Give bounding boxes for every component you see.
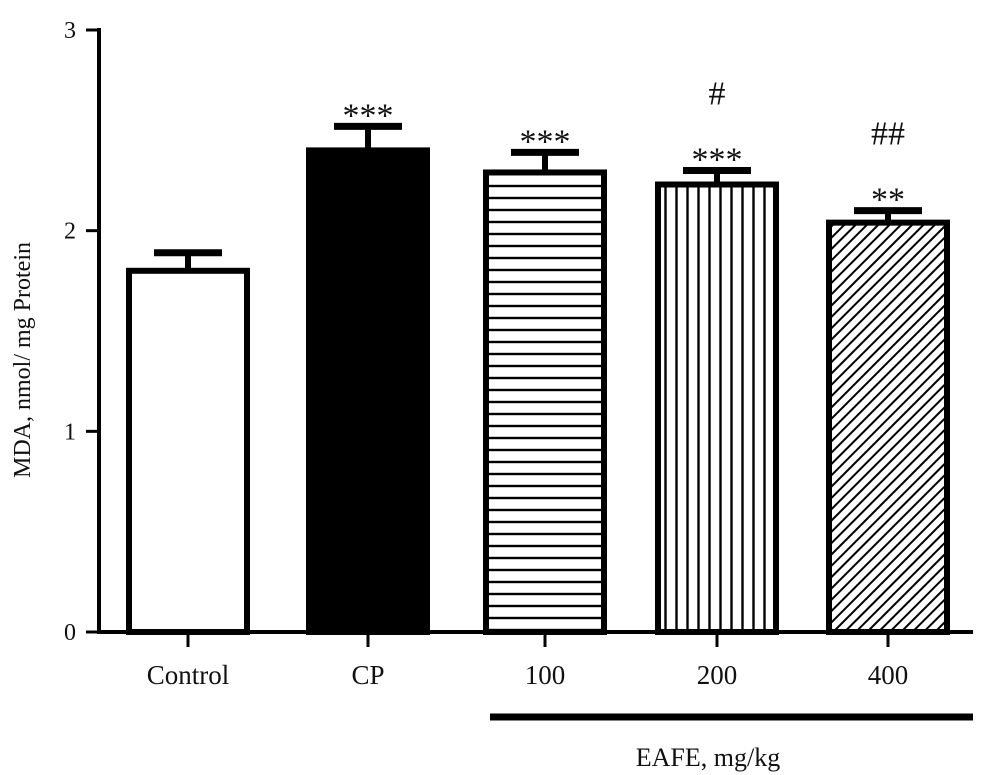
x-tick-label: Control: [147, 660, 230, 690]
error-bar: [511, 148, 579, 173]
bar-400: [826, 219, 950, 635]
error-bar: [154, 249, 222, 271]
error-bar: [334, 122, 402, 151]
significance-marker: #: [709, 75, 726, 112]
x-ticks: Control CP 100 200 400: [147, 632, 909, 690]
y-tick-label: 2: [64, 219, 76, 245]
x-tick-label: 100: [525, 660, 566, 690]
y-tick-label: 0: [64, 620, 76, 646]
group-label: EAFE, mg/kg: [636, 743, 780, 772]
significance-marker: ***: [692, 141, 743, 178]
significance-marker: **: [871, 182, 905, 219]
y-axis: 0 1 2 3 MDA, nmol/ mg Protein: [10, 18, 101, 646]
error-bar: [683, 166, 751, 185]
y-ticks: 0 1 2 3: [64, 18, 99, 646]
significance-marker: ***: [343, 97, 394, 134]
significance-annotations: *** *** *** # ** ##: [343, 75, 906, 218]
bars: [126, 147, 950, 635]
y-axis-title: MDA, nmol/ mg Protein: [10, 242, 36, 478]
y-tick-label: 1: [64, 419, 76, 445]
bar-cp: [306, 147, 430, 635]
group-bracket: EAFE, mg/kg: [490, 713, 973, 772]
bar-control: [126, 267, 250, 635]
x-axis: Control CP 100 200 400: [97, 630, 973, 690]
significance-marker: ##: [871, 116, 905, 153]
x-tick-label: 400: [868, 660, 909, 690]
y-tick-label: 3: [64, 18, 76, 44]
bar-200: [655, 181, 779, 635]
x-tick-label: CP: [351, 660, 384, 690]
error-bar: [854, 207, 922, 223]
bar-100: [483, 169, 607, 635]
significance-marker: ***: [520, 123, 571, 160]
x-tick-label: 200: [697, 660, 738, 690]
error-bars: [154, 122, 922, 271]
